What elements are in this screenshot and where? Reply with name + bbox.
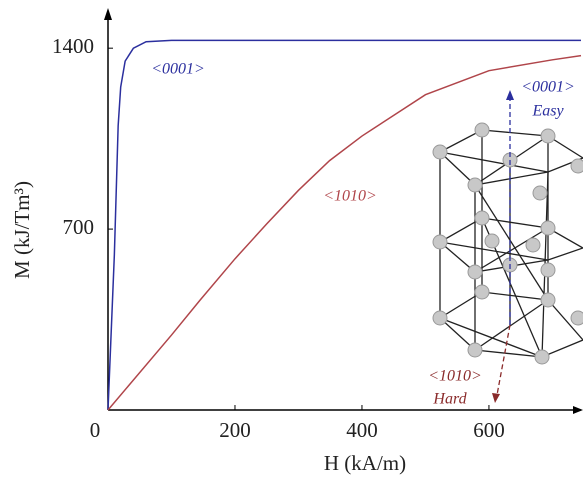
crystal-inset bbox=[432, 90, 583, 403]
series-line bbox=[107, 39, 581, 411]
series-annotation: <0001> bbox=[151, 61, 205, 78]
x-axis-label: H (kA/m) bbox=[324, 451, 406, 475]
x-tick-label: 400 bbox=[346, 418, 378, 442]
x-axis-arrow bbox=[573, 406, 583, 414]
hard-axis-label: <1010> bbox=[428, 368, 482, 385]
x-tick-label: 600 bbox=[473, 418, 505, 442]
y-tick-label: 1400 bbox=[52, 34, 94, 58]
easy-label: Easy bbox=[531, 103, 564, 120]
x-tick-label: 200 bbox=[219, 418, 251, 442]
x-tick-label: 0 bbox=[90, 418, 101, 442]
easy-axis-label: <0001> bbox=[521, 79, 575, 96]
y-tick-label: 700 bbox=[63, 215, 95, 239]
series-line bbox=[107, 54, 582, 411]
hard-label: Hard bbox=[432, 391, 467, 408]
series-annotation: <1010> bbox=[323, 188, 377, 205]
y-axis-label: M (kJ/Tm³) bbox=[10, 181, 34, 279]
y-axis-arrow bbox=[104, 8, 112, 20]
